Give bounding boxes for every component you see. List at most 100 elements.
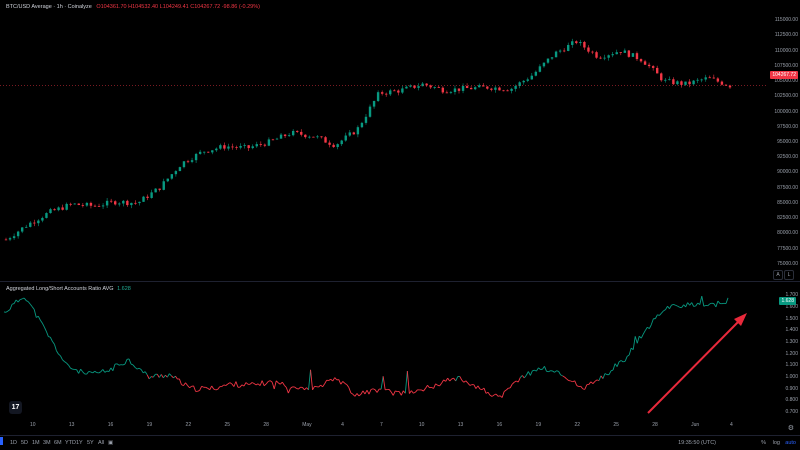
timeframe-button-all[interactable]: All <box>98 440 104 446</box>
ratio-line-segment <box>234 381 236 386</box>
candle-body <box>454 88 456 92</box>
candle-body <box>628 51 630 57</box>
ratio-line-segment <box>611 370 613 371</box>
ratio-line-segment <box>686 303 688 307</box>
ratio-line-segment <box>284 385 286 387</box>
candle-body <box>150 192 152 198</box>
candle-body <box>349 132 351 135</box>
candle-body <box>167 179 169 182</box>
symbol-title[interactable]: BTC/USD Average · 1h · Coinalyze <box>6 4 92 10</box>
ratio-line-segment <box>538 368 540 370</box>
candle-body <box>498 88 500 91</box>
ratio-line-segment <box>710 303 712 304</box>
indicator-chart-svg[interactable] <box>0 282 768 418</box>
ratio-line-segment <box>20 299 22 300</box>
candle-body <box>462 86 464 91</box>
price-axis-label: 92500.00 <box>777 154 798 160</box>
ratio-line-segment <box>8 309 10 311</box>
percent-toggle[interactable]: % <box>761 440 766 446</box>
candle-body <box>219 145 221 148</box>
ratio-line-segment <box>670 305 672 309</box>
timeframe-button-ytd[interactable]: YTD <box>65 440 76 446</box>
candle-body <box>616 52 618 54</box>
candle-body <box>345 136 347 141</box>
ratio-line-segment <box>448 378 450 381</box>
indicator-title[interactable]: Aggregated Long/Short Accounts Ratio AVG <box>6 286 114 292</box>
ratio-line-segment <box>113 364 115 371</box>
indicator-legend[interactable]: Aggregated Long/Short Accounts Ratio AVG… <box>6 286 131 292</box>
ratio-line-segment <box>460 376 462 380</box>
indicator-pane[interactable] <box>0 282 768 418</box>
ratio-line-segment <box>103 369 105 372</box>
ratio-line-segment <box>468 383 470 385</box>
ratio-line-segment <box>688 303 690 306</box>
candle-body <box>5 239 7 240</box>
ratio-line-segment <box>355 393 357 396</box>
clock-time[interactable]: 19:35:50 (UTC) <box>678 440 716 446</box>
ratio-line-segment <box>486 392 488 393</box>
price-chart-svg[interactable] <box>0 0 768 281</box>
ratio-line-segment <box>87 371 89 374</box>
ratio-line-segment <box>343 381 345 383</box>
ratio-line-segment <box>637 336 639 343</box>
ratio-line-segment <box>369 389 371 394</box>
candle-body <box>672 79 674 84</box>
ratio-line-segment <box>700 296 702 305</box>
ratio-line-segment <box>169 374 171 376</box>
ratio-line-segment <box>167 374 169 378</box>
ratio-line-segment <box>77 370 79 374</box>
timeframe-button-1m[interactable]: 1M <box>32 440 40 446</box>
price-chart-pane[interactable] <box>0 0 768 281</box>
ratio-line-segment <box>665 306 667 309</box>
candle-body <box>90 203 92 206</box>
ratio-line-segment <box>567 379 569 381</box>
ratio-line-segment <box>553 371 555 372</box>
ratio-line-segment <box>446 378 448 381</box>
candle-body <box>700 79 702 80</box>
ratio-line-segment <box>672 304 674 305</box>
auto-toggle[interactable]: auto <box>785 440 796 446</box>
ratio-line-segment <box>117 364 119 365</box>
tradingview-logo-icon[interactable]: 17 <box>9 401 22 414</box>
ratio-line-segment <box>262 381 264 386</box>
candle-body <box>280 135 282 139</box>
candle-body <box>446 92 448 93</box>
candle-body <box>82 205 84 206</box>
timeframe-button-1d[interactable]: 1D <box>10 440 17 446</box>
candle-body <box>9 238 11 239</box>
symbol-legend[interactable]: BTC/USD Average · 1h · Coinalyze O104361… <box>6 4 260 10</box>
log-scale-button[interactable]: L <box>784 270 794 280</box>
candle-body <box>377 92 379 101</box>
settings-gear-icon[interactable]: ⚙ <box>788 424 794 432</box>
timeframe-button-5y[interactable]: 5Y <box>87 440 94 446</box>
candle-body <box>684 82 686 85</box>
timeframe-button-1y[interactable]: 1Y <box>76 440 83 446</box>
candle-body <box>539 66 541 71</box>
ratio-line-segment <box>246 383 248 385</box>
timeframe-button-3m[interactable]: 3M <box>43 440 51 446</box>
ratio-line-segment <box>436 384 438 385</box>
ratio-line-segment <box>186 383 188 386</box>
calendar-icon[interactable]: ▣ <box>108 440 113 446</box>
ratio-line-segment <box>442 380 444 383</box>
auto-scale-button[interactable]: A <box>773 270 783 280</box>
ratio-line-segment <box>147 375 149 379</box>
ratio-line-segment <box>230 383 232 384</box>
ratio-line-segment <box>79 369 81 373</box>
ratio-line-segment <box>365 390 367 394</box>
candle-body <box>70 204 72 205</box>
price-axis-label: 82500.00 <box>777 215 798 221</box>
price-axis-label: 85000.00 <box>777 200 798 206</box>
candle-body <box>664 80 666 81</box>
time-axis-label: May <box>302 422 311 428</box>
ratio-line-segment <box>399 392 401 396</box>
ratio-line-segment <box>549 371 551 372</box>
timeframe-button-5d[interactable]: 5D <box>21 440 28 446</box>
log-toggle[interactable]: log <box>773 440 780 446</box>
ratio-line-segment <box>561 375 563 376</box>
timeframe-button-6m[interactable]: 6M <box>54 440 62 446</box>
indicator-axis-label: 1.500 <box>785 316 798 322</box>
ratio-line-segment <box>609 371 611 375</box>
